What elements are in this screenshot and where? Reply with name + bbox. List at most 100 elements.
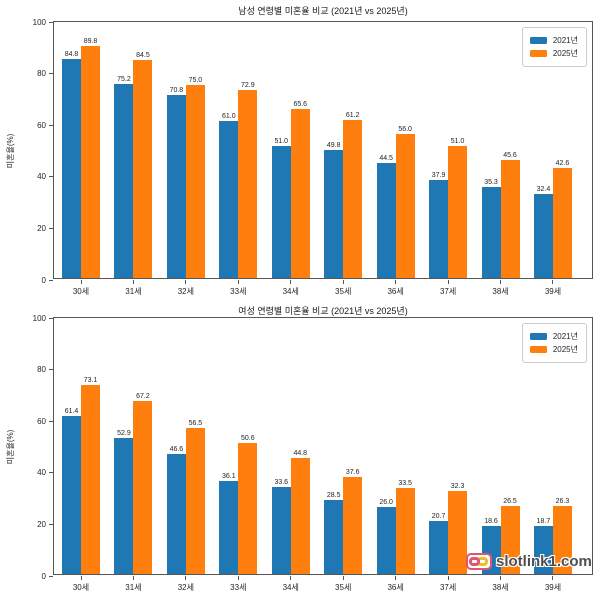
x-tick-label: 37세: [439, 287, 457, 296]
x-tick-mark: [447, 280, 449, 284]
x-tick-label: 30세: [72, 287, 90, 296]
y-axis-label: 미혼율(%): [6, 133, 15, 169]
bar-2021년-36세: [376, 506, 396, 574]
legend: 2021년 2025년: [521, 27, 587, 67]
bar-value-label: 75.2: [117, 75, 131, 83]
x-tick-mark: [185, 280, 187, 284]
male-unmarried-rate-chart: 남성 연령별 미혼율 비교 (2021년 vs 2025년) 0 20 40 60 80 1…: [6, 6, 593, 296]
bar-value-label: 32.3: [450, 482, 465, 490]
x-tick-mark: [185, 576, 187, 580]
y-tick-label: 40: [37, 468, 46, 478]
bar-value-label: 26.5: [503, 497, 517, 505]
x-tick-label: 32세: [177, 583, 194, 592]
bar-2021년-39세: [533, 525, 553, 574]
bar-2021년-30세: [62, 415, 81, 574]
x-tick-label: 33세: [230, 287, 247, 296]
logo-pink-link-icon: [469, 557, 480, 566]
legend-swatch-2025년: [529, 346, 547, 353]
bar-2025년-32세: [185, 84, 205, 278]
bar-value-label: 73.1: [83, 377, 98, 385]
x-tick-mark: [237, 576, 239, 580]
bar-value-label: 51.0: [450, 138, 465, 146]
x-tick-label: 34세: [282, 287, 299, 296]
bar-value-label: 61.2: [345, 112, 360, 120]
bar-value-label: 33.5: [398, 479, 412, 487]
legend-row: 2025년: [529, 344, 578, 355]
bar-value-label: 46.6: [169, 445, 184, 453]
y-tick-label: 100: [32, 17, 46, 27]
y-tick-mark: [49, 575, 53, 577]
y-tick-label: 80: [37, 365, 46, 375]
x-tick-label: 38세: [492, 287, 509, 296]
x-tick-label: 35세: [335, 583, 352, 592]
bar-value-label: 32.4: [536, 186, 551, 194]
bar-2025년-34세: [290, 458, 310, 574]
y-tick-label: 60: [37, 416, 46, 426]
bar-value-label: 35.3: [484, 178, 498, 186]
x-tick-label: 34세: [282, 583, 299, 592]
bar-2025년-36세: [395, 487, 415, 574]
legend-label: 2021년: [552, 36, 578, 45]
bar-2021년-30세: [62, 59, 81, 278]
bar-value-label: 70.8: [169, 87, 184, 95]
bar-value-label: 72.9: [241, 81, 255, 89]
bar-value-label: 44.8: [293, 450, 308, 458]
bar-value-label: 44.5: [379, 155, 393, 163]
bar-2025년-32세: [185, 428, 205, 574]
bar-2025년-39세: [552, 168, 572, 278]
bar-2021년-35세: [324, 149, 344, 278]
bar-2025년-38세: [500, 160, 520, 278]
y-tick-mark: [49, 73, 53, 75]
bar-2021년-39세: [533, 194, 553, 278]
y-tick-mark: [49, 279, 53, 281]
y-tick-label: 0: [41, 275, 46, 285]
bar-value-label: 28.5: [326, 492, 341, 500]
bar-2021년-32세: [166, 95, 186, 278]
slotlink-chain-logo-icon: [466, 553, 492, 570]
watermark-text: slotlink1.com: [496, 553, 592, 570]
x-tick-label: 33세: [230, 583, 247, 592]
legend-swatch-2025년: [529, 50, 547, 57]
x-tick-mark: [290, 280, 292, 284]
x-tick-label: 30세: [72, 583, 90, 592]
bar-2025년-35세: [343, 477, 363, 574]
chart-title: 여성 연령별 미혼율 비교 (2021년 vs 2025년): [238, 306, 408, 316]
bar-2021년-33세: [219, 480, 239, 574]
x-tick-mark: [290, 576, 292, 580]
x-tick-mark: [395, 280, 397, 284]
bar-value-label: 61.4: [64, 407, 79, 415]
legend-label: 2025년: [552, 49, 578, 58]
bar-value-label: 75.0: [188, 76, 203, 84]
y-axis-label: 미혼율(%): [6, 429, 15, 465]
bar-value-label: 52.9: [117, 429, 131, 437]
bar-value-label: 26.0: [379, 498, 393, 506]
bar-2021년-37세: [429, 180, 449, 278]
bar-2021년-33세: [219, 120, 239, 278]
y-tick-mark: [49, 124, 53, 126]
x-tick-mark: [80, 280, 82, 284]
x-tick-label: 31세: [125, 583, 142, 592]
x-tick-mark: [342, 576, 344, 580]
y-tick-mark: [49, 227, 53, 229]
bar-2025년-33세: [238, 89, 258, 278]
bar-value-label: 65.6: [293, 100, 308, 108]
bar-2025년-33세: [238, 443, 258, 574]
x-tick-mark: [552, 576, 554, 580]
x-tick-label: 39세: [544, 287, 562, 296]
y-tick-mark: [49, 420, 53, 422]
x-tick-label: 31세: [125, 287, 142, 296]
bar-value-label: 84.8: [64, 51, 79, 59]
y-tick-label: 40: [37, 172, 46, 182]
x-tick-mark: [447, 576, 449, 580]
bar-value-label: 56.5: [188, 420, 203, 428]
legend: 2021년 2025년: [521, 323, 587, 363]
bar-2021년-32세: [166, 453, 186, 574]
x-tick-mark: [395, 576, 397, 580]
x-tick-mark: [500, 280, 502, 284]
plot-area: 0 20 40 60 80 100 61.4 52.9 46.6 36.1 33.6 28.5 26.0…: [6, 314, 593, 592]
bar-2021년-37세: [429, 520, 449, 574]
bar-value-label: 36.1: [222, 472, 236, 480]
bar-2025년-36세: [395, 133, 415, 278]
x-tick-label: 36세: [387, 287, 404, 296]
chart-title: 남성 연령별 미혼율 비교 (2021년 vs 2025년): [238, 6, 408, 16]
